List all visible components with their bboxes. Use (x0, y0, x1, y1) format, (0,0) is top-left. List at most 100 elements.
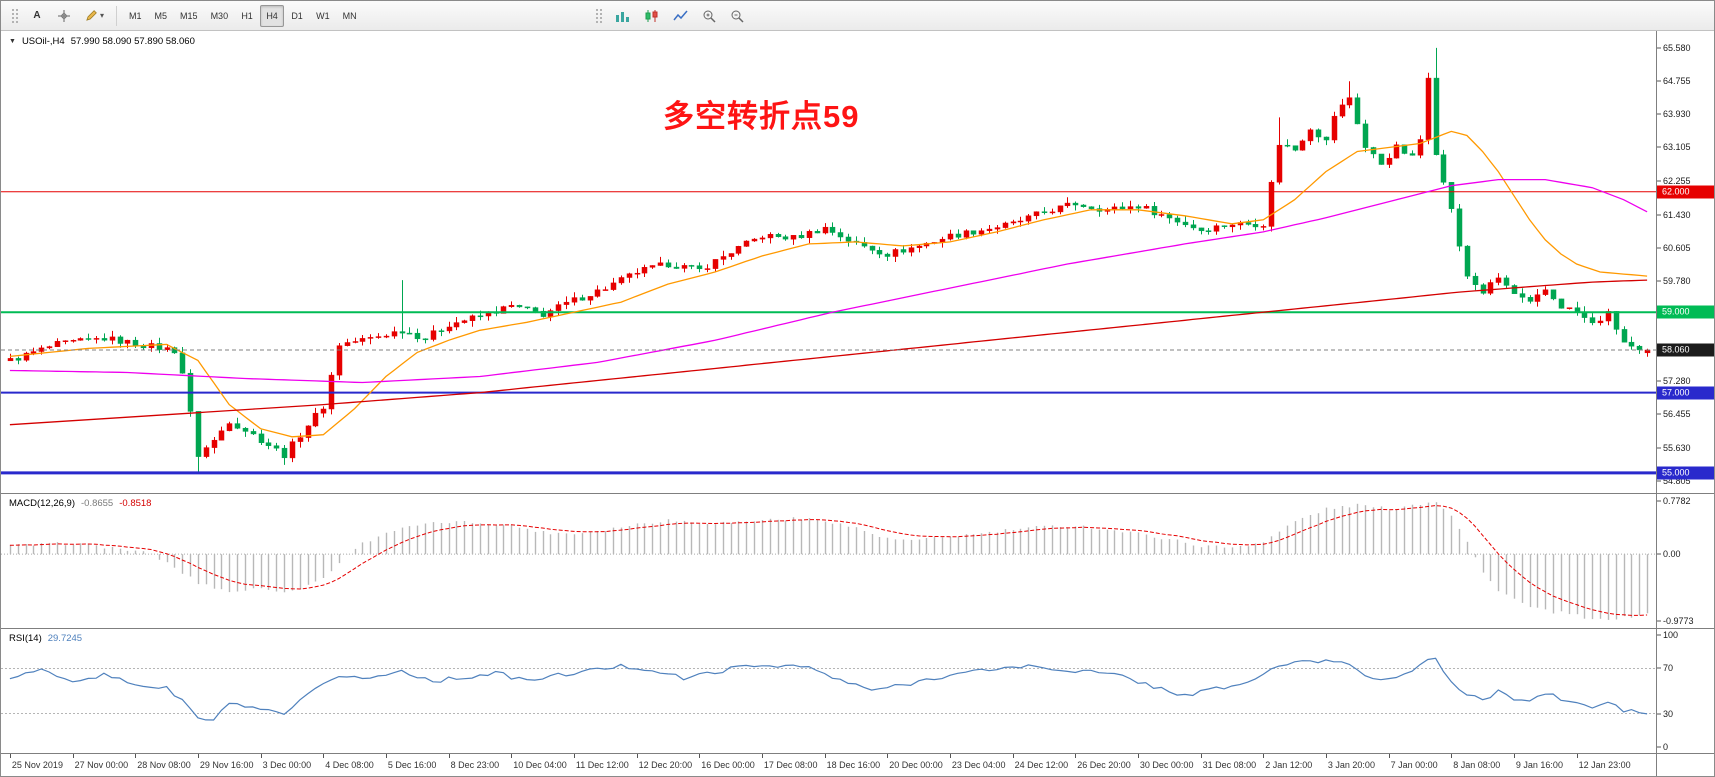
axis-tick-label: 60.605 (1663, 242, 1691, 253)
macd-plot-area[interactable]: MACD(12,26,9) -0.8655 -0.8518 (1, 494, 1656, 628)
axis-tick-label: 54.805 (1663, 475, 1691, 486)
collapse-arrow-icon[interactable]: ▼ (9, 38, 16, 45)
axis-tick (1657, 667, 1661, 669)
timeframe-d1-button[interactable]: D1 (285, 5, 309, 27)
rsi-axis[interactable]: 100 70 30 0 (1656, 629, 1714, 753)
time-tick (1012, 754, 1014, 758)
time-tick (260, 754, 262, 758)
time-tick (573, 754, 575, 758)
ma-slow-red-line (9, 279, 1648, 426)
axis-tick (1657, 713, 1661, 715)
time-tick-label: 8 Jan 08:00 (1453, 760, 1501, 770)
ma-fast-orange-line (9, 130, 1648, 438)
time-tick (1200, 754, 1202, 758)
macd-histogram (9, 502, 1649, 620)
bar-chart-icon (615, 11, 629, 22)
crosshair-tool-button[interactable] (51, 5, 77, 27)
axis-tick-label: 0.7782 (1663, 495, 1691, 506)
axis-tick (1657, 47, 1661, 49)
main-price-panel: ▼ USOil-,H4 57.990 58.090 57.890 58.060 … (1, 31, 1714, 494)
pencil-icon (86, 10, 97, 21)
time-tick-label: 18 Dec 16:00 (826, 760, 881, 770)
zoom-out-icon (731, 10, 744, 23)
line-chart-icon (672, 10, 688, 20)
timeframe-h4-button[interactable]: H4 (260, 4, 285, 27)
time-axis-corner (1656, 754, 1714, 776)
time-tick (1513, 754, 1515, 758)
time-tick-label: 25 Nov 2019 (11, 760, 63, 770)
bar-chart-button[interactable] (609, 5, 636, 27)
time-tick (949, 754, 951, 758)
time-tick (385, 754, 387, 758)
time-tick-label: 9 Jan 16:00 (1515, 760, 1563, 770)
timeframe-mn-button[interactable]: MN (337, 5, 363, 27)
macd-name: MACD(12,26,9) (9, 498, 75, 509)
time-tick-label: 23 Dec 04:00 (951, 760, 1006, 770)
axis-tick-label: 61.430 (1663, 209, 1691, 220)
zoom-in-button[interactable] (696, 5, 722, 27)
time-tick-label: 11 Dec 12:00 (575, 760, 629, 770)
axis-tick (1657, 80, 1661, 82)
timeframe-h1-button[interactable]: H1 (235, 5, 259, 27)
chart-body: ▼ USOil-,H4 57.990 58.090 57.890 58.060 … (1, 31, 1714, 776)
toolbar-grip[interactable] (12, 8, 18, 23)
axis-tick-label: 65.580 (1663, 42, 1691, 53)
rsi-name: RSI(14) (9, 633, 42, 644)
time-tick (1388, 754, 1390, 758)
zoom-out-button[interactable] (724, 5, 750, 27)
rsi-chart-svg (1, 657, 1656, 721)
timeframe-m1-button[interactable]: M1 (123, 5, 148, 27)
time-axis[interactable]: 25 Nov 2019 27 Nov 00:00 28 Nov 08:00 29 No… (1, 754, 1714, 776)
axis-tick-label: 0.00 (1663, 549, 1681, 560)
axis-tick-label: 56.455 (1663, 409, 1691, 420)
price-tag-59.000: 59.000 (1657, 305, 1714, 319)
time-tick-label: 3 Dec 00:00 (262, 760, 312, 770)
rsi-plot-area[interactable]: RSI(14) 29.7245 (1, 629, 1656, 753)
timeframe-m15-button[interactable]: M15 (174, 5, 204, 27)
time-tick (448, 754, 450, 758)
timeframe-w1-button[interactable]: W1 (310, 5, 336, 27)
rsi-label: RSI(14) 29.7245 (9, 633, 82, 644)
symbol-label: ▼ USOil-,H4 57.990 58.090 57.890 58.060 (9, 36, 195, 47)
macd-chart-svg (1, 502, 1656, 620)
axis-tick (1657, 146, 1661, 148)
chevron-down-icon: ▾ (100, 11, 105, 20)
crosshair-icon (58, 9, 70, 22)
axis-tick (1657, 500, 1661, 502)
axis-tick (1657, 480, 1661, 482)
time-tick-label: 4 Dec 08:00 (325, 760, 374, 770)
time-tick (323, 754, 325, 758)
ohlc-text: 57.990 58.090 57.890 58.060 (70, 36, 195, 47)
draw-tool-button[interactable]: ▾ (79, 5, 110, 27)
axis-tick-label: 59.780 (1663, 275, 1691, 286)
axis-tick (1657, 180, 1661, 182)
candles-up (7, 72, 1651, 463)
axis-tick-label: 100 (1663, 629, 1679, 640)
timeframe-m5-button[interactable]: M5 (149, 5, 174, 27)
zoom-in-icon (703, 10, 716, 23)
chart-annotation: 多空转折点59 (663, 99, 860, 134)
timeframe-m30-button[interactable]: M30 (205, 5, 235, 27)
candlestick-chart-button[interactable] (638, 5, 665, 27)
axis-tick (1657, 746, 1661, 748)
text-tool-button[interactable]: A (25, 5, 49, 27)
price-plot-area[interactable]: ▼ USOil-,H4 57.990 58.090 57.890 58.060 … (1, 31, 1656, 493)
line-chart-button[interactable] (667, 5, 694, 27)
time-tick-label: 30 Dec 00:00 (1139, 760, 1194, 770)
time-tick (1075, 754, 1077, 758)
price-axis[interactable]: 65.580 64.755 63.930 63.105 62.255 61.430 60.6… (1656, 31, 1714, 493)
macd-signal-line (9, 505, 1648, 616)
toolbar-grip-2[interactable] (595, 8, 602, 23)
time-tick-label: 24 Dec 12:00 (1014, 760, 1069, 770)
macd-label: MACD(12,26,9) -0.8655 -0.8518 (9, 498, 151, 509)
time-tick-label: 2 Jan 12:00 (1265, 760, 1313, 770)
time-tick (1576, 754, 1578, 758)
rsi-value: 29.7245 (47, 633, 83, 644)
rsi-panel: RSI(14) 29.7245 100 70 30 0 (1, 629, 1714, 754)
axis-tick-label: 64.755 (1663, 76, 1691, 87)
macd-axis[interactable]: 0.7782 0.00 -0.9773 (1656, 494, 1714, 628)
price-tag-55.000: 55.000 (1657, 466, 1714, 480)
time-tick (1325, 754, 1327, 758)
macd-signal-value: -0.8518 (119, 498, 152, 509)
